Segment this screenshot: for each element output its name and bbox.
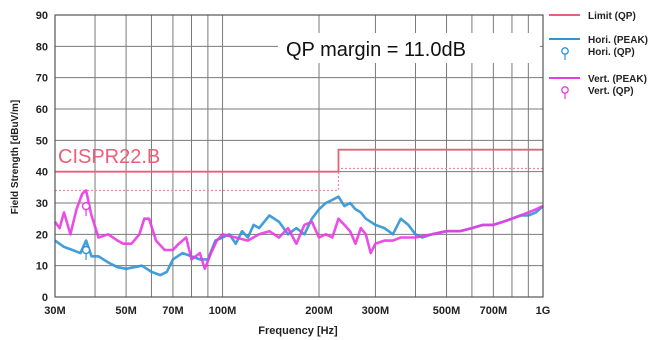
x-tick-label: 700M: [480, 305, 508, 317]
legend-label: Hori. (PEAK): [588, 35, 648, 46]
x-axis-label: Frequency [Hz]: [258, 325, 338, 337]
y-tick-label: 80: [36, 41, 48, 53]
x-tick-label: 70M: [162, 305, 183, 317]
legend: Limit (QP) Hori. (PEAK)Hori. (QP) Vert. (P…: [549, 11, 648, 99]
x-tick-labels: 30M 50M 70M 100M 200M 300M 500M 700M 1G: [44, 305, 550, 317]
limit-label: CISPR22.B: [58, 146, 160, 168]
y-axis-label: Field Strength [dBuV/m]: [10, 100, 21, 214]
y-tick-label: 20: [36, 229, 48, 241]
y-tick-label: 40: [36, 167, 48, 179]
legend-swatch-marker: [561, 47, 569, 55]
y-tick-label: 30: [36, 198, 48, 210]
legend-label: Vert. (QP): [588, 86, 634, 97]
plot-border: [54, 14, 544, 298]
vert-peak-line: [53, 189, 544, 271]
y-tick-label: 90: [36, 10, 48, 22]
qp-markers: [81, 201, 91, 260]
x-tick-label: 200M: [305, 305, 333, 317]
x-tick-label: 30M: [44, 305, 65, 317]
y-tick-label: 0: [42, 292, 48, 304]
plot-frame: [54, 14, 544, 298]
y-tick-label: 10: [36, 261, 48, 273]
margin-annotation-box: [278, 33, 540, 63]
legend-label: Hori. (QP): [588, 47, 635, 58]
x-tick-label: 1G: [536, 305, 551, 317]
series-layer: [53, 148, 544, 277]
y-tick-label: 60: [36, 104, 48, 116]
limit-line: [55, 148, 543, 173]
limit-margin-line: [55, 167, 543, 192]
y-tick-label: 70: [36, 73, 48, 85]
hori-qp-marker: [81, 245, 91, 255]
margin-annotation: QP margin = 11.0dB: [278, 33, 540, 63]
x-tick-label: 500M: [433, 305, 461, 317]
legend-swatch-marker: [561, 86, 569, 94]
x-tick-label: 300M: [362, 305, 390, 317]
x-tick-label: 100M: [209, 305, 237, 317]
legend-label: Limit (QP): [588, 11, 636, 22]
margin-text: QP margin = 11.0dB: [286, 39, 466, 61]
y-tick-labels: 0 10 20 30 40 50 60 70 80 90: [36, 10, 48, 304]
y-tick-label: 50: [36, 135, 48, 147]
vert-qp-marker: [81, 201, 91, 211]
margin-line-group: [55, 167, 543, 192]
legend-label: Vert. (PEAK): [588, 74, 647, 85]
x-tick-label: 50M: [115, 305, 136, 317]
